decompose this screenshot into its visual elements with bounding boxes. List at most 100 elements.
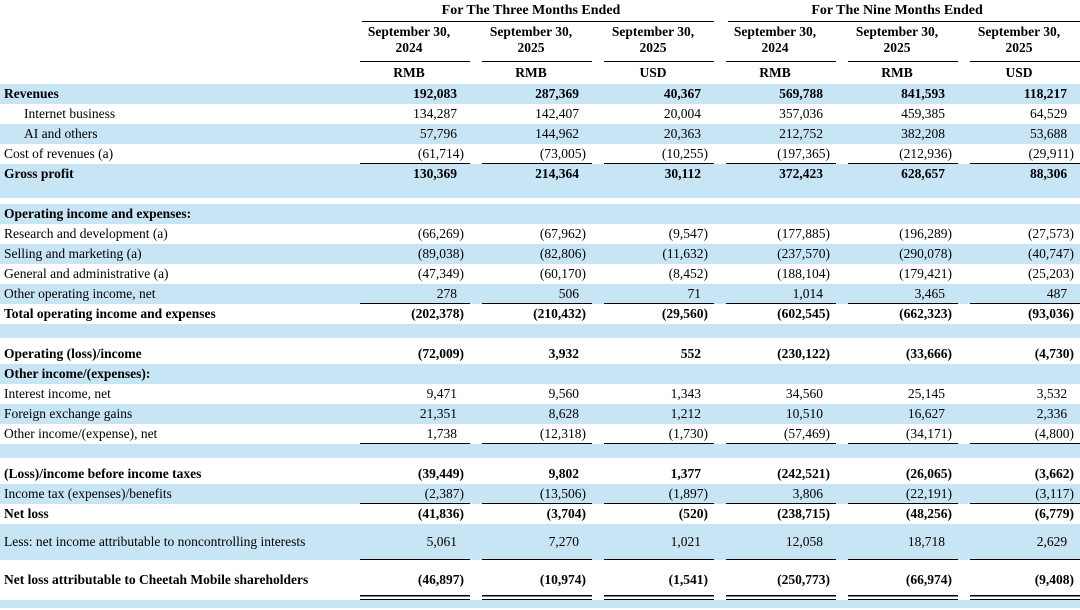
value-cell: (10,974) xyxy=(470,560,592,600)
value-cell: (93,036) xyxy=(1027,306,1075,321)
row-label: Operating income and expenses: xyxy=(0,204,348,224)
corner-blank xyxy=(0,22,348,62)
value-cell: (48,256) xyxy=(905,506,953,521)
row-label: Selling and marketing (a) xyxy=(0,244,348,264)
value-cell: 212,752 xyxy=(714,124,837,144)
value-cell: 21,351 xyxy=(348,404,470,424)
table-row: Less: net income attributable to noncont… xyxy=(0,524,1080,560)
value-cell: (22,191) xyxy=(836,484,959,504)
value-cell: (290,078) xyxy=(836,244,959,264)
value-cell: (602,545) xyxy=(777,306,831,321)
value-cell: (72,009) xyxy=(417,346,464,361)
value-cell: (66,974) xyxy=(836,560,958,600)
table-row: Internet business 134,287 142,407 20,004 357… xyxy=(0,104,1080,124)
value-cell: 3,532 xyxy=(1036,386,1068,401)
value-cell: 8,628 xyxy=(470,404,592,424)
value-cell: 1,343 xyxy=(670,386,702,401)
value-cell: 3,465 xyxy=(836,284,959,304)
spacer-cell xyxy=(0,324,1080,344)
row-label: (Loss)/income before income taxes xyxy=(4,466,202,481)
value-cell: (33,666) xyxy=(905,346,953,361)
value-cell xyxy=(470,204,592,224)
value-cell: (73,005) xyxy=(470,144,592,164)
table-row: Net loss attributable to Cheetah Mobile … xyxy=(0,560,1080,600)
value-cell: 9,560 xyxy=(548,386,579,401)
value-cell: (47,349) xyxy=(417,266,464,281)
value-cell: (4,730) xyxy=(1034,346,1075,361)
value-cell xyxy=(592,204,715,224)
value-cell: (82,806) xyxy=(470,244,592,264)
value-cell: (1,541) xyxy=(592,560,714,600)
value-cell xyxy=(348,364,470,384)
value-cell: (1,897) xyxy=(592,484,715,504)
value-cell xyxy=(836,204,959,224)
table-row: AI and others 57,796 144,962 20,363 212,752 3… xyxy=(0,124,1080,144)
value-cell xyxy=(958,204,1080,224)
value-cell: (3,117) xyxy=(958,484,1080,504)
row-label: Cost of revenues (a) xyxy=(4,146,114,161)
row-label: Income tax (expenses)/benefits xyxy=(0,484,348,504)
value-cell: (662,323) xyxy=(899,306,953,321)
row-label: Gross profit xyxy=(0,164,348,184)
value-cell: (41,836) xyxy=(417,506,464,521)
table-row: Foreign exchange gains 21,351 8,628 1,212 10… xyxy=(0,404,1080,424)
row-label: AI and others xyxy=(0,124,348,144)
value-cell: (202,378) xyxy=(411,306,464,321)
value-cell: (26,065) xyxy=(905,466,953,481)
table-row: Other operating income, net 278 506 71 1,014… xyxy=(0,284,1080,304)
value-cell: (212,936) xyxy=(836,144,959,164)
value-cell: 9,802 xyxy=(548,466,579,481)
value-cell: 214,364 xyxy=(470,164,592,184)
value-cell: (9,547) xyxy=(668,226,709,241)
value-cell xyxy=(592,364,715,384)
value-cell: (8,452) xyxy=(668,266,709,281)
value-cell: (196,289) xyxy=(899,226,953,241)
row-label: General and administrative (a) xyxy=(4,266,169,281)
row-label: Other income/(expenses): xyxy=(0,364,348,384)
value-cell: (61,714) xyxy=(348,144,470,164)
column-header-date: September 30, 2024 xyxy=(714,22,837,62)
table-row: Other income/(expenses): xyxy=(0,364,1080,384)
row-label: Research and development (a) xyxy=(4,226,168,241)
value-cell: (12,318) xyxy=(470,424,592,444)
value-cell: (238,715) xyxy=(777,506,831,521)
value-cell: 9,471 xyxy=(426,386,457,401)
value-cell: 20,004 xyxy=(663,106,702,121)
value-cell: 1,738 xyxy=(348,424,470,444)
table-row: (Loss)/income before income taxes (39,449… xyxy=(0,464,1080,484)
value-cell: 1,377 xyxy=(670,466,702,481)
row-label: Less: net income attributable to noncont… xyxy=(0,524,348,560)
value-cell: 5,061 xyxy=(348,524,470,560)
table-row: Total operating income and expenses (202,… xyxy=(0,304,1080,324)
value-cell: 552 xyxy=(680,346,702,361)
value-cell: 487 xyxy=(958,284,1080,304)
value-cell: (520) xyxy=(678,506,709,521)
value-cell: 2,336 xyxy=(958,404,1080,424)
period-group-row: For The Three Months Ended For The Nine … xyxy=(0,0,1080,22)
value-cell: (237,570) xyxy=(714,244,837,264)
value-cell: (242,521) xyxy=(777,466,831,481)
value-cell: 459,385 xyxy=(901,106,946,121)
value-cell: 118,217 xyxy=(958,84,1080,104)
value-cell: (4,800) xyxy=(958,424,1080,444)
value-cell: (25,203) xyxy=(1027,266,1075,281)
value-cell: (67,962) xyxy=(539,226,586,241)
value-cell: 57,796 xyxy=(348,124,470,144)
value-cell: 10,510 xyxy=(714,404,837,424)
column-header-currency: RMB xyxy=(881,65,913,80)
value-cell: 144,962 xyxy=(470,124,592,144)
table-row: Operating income and expenses: xyxy=(0,204,1080,224)
date-header-row: September 30, 2024 September 30, 2025 Se… xyxy=(0,22,1080,62)
value-cell: (27,573) xyxy=(1027,226,1075,241)
value-cell: (9,408) xyxy=(958,560,1080,600)
row-label: Other operating income, net xyxy=(0,284,348,304)
section-spacer xyxy=(0,600,1080,610)
value-cell: 130,369 xyxy=(348,164,470,184)
value-cell: (40,747) xyxy=(958,244,1080,264)
value-cell: (66,269) xyxy=(417,226,464,241)
corner-blank xyxy=(0,0,348,22)
value-cell: 20,363 xyxy=(592,124,715,144)
section-spacer xyxy=(0,444,1080,464)
value-cell xyxy=(836,364,959,384)
